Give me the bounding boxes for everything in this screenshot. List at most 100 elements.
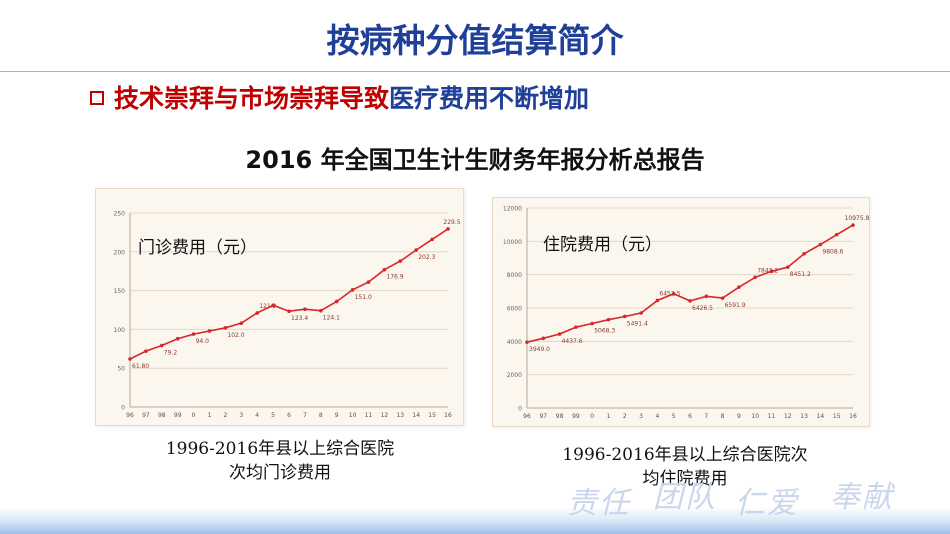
data-point bbox=[382, 267, 387, 272]
data-label: 10975.8 bbox=[845, 215, 869, 222]
data-label: 176.9 bbox=[386, 274, 403, 281]
x-tick-label: 13 bbox=[800, 413, 808, 420]
data-point bbox=[287, 309, 291, 314]
x-tick-label: 8 bbox=[721, 413, 725, 420]
data-label: 9808.6 bbox=[822, 249, 843, 256]
x-tick-label: 2 bbox=[223, 412, 227, 419]
data-point bbox=[160, 343, 164, 348]
inpatient-caption: 1996-2016年县以上综合医院次 均住院费用 bbox=[515, 443, 855, 491]
data-point bbox=[769, 269, 774, 274]
x-tick-label: 3 bbox=[239, 412, 243, 419]
data-point bbox=[639, 311, 643, 315]
x-tick-label: 4 bbox=[255, 412, 259, 419]
data-point bbox=[753, 275, 757, 280]
data-label: 151.0 bbox=[355, 294, 372, 301]
report-title: 2016 年全国卫生计生财务年报分析总报告 bbox=[245, 146, 705, 174]
y-tick-label: 8000 bbox=[507, 272, 522, 279]
x-tick-label: 99 bbox=[572, 413, 580, 420]
data-point bbox=[255, 311, 259, 315]
data-point bbox=[786, 265, 790, 269]
title-divider bbox=[0, 71, 950, 72]
data-point bbox=[737, 285, 741, 289]
slogan-word-1: 责任 bbox=[567, 486, 631, 521]
x-tick-label: 5 bbox=[271, 412, 275, 419]
data-label: 3949.0 bbox=[529, 346, 550, 353]
y-tick-label: 150 bbox=[114, 288, 126, 295]
data-point bbox=[398, 259, 403, 263]
subheading: 技术崇拜与市场崇拜导致医疗费用不断增加 bbox=[90, 79, 589, 115]
x-tick-label: 13 bbox=[396, 412, 404, 419]
data-point bbox=[818, 242, 823, 247]
data-label: 7843.2 bbox=[757, 267, 778, 274]
data-point bbox=[334, 299, 339, 304]
x-tick-label: 96 bbox=[126, 412, 134, 419]
data-label: 6452.5 bbox=[659, 290, 680, 297]
x-tick-label: 98 bbox=[556, 413, 564, 420]
slogan-word-4: 奉献 bbox=[830, 480, 894, 515]
outpatient-caption-line1: 1996-2016年县以上综合医院 bbox=[165, 439, 395, 459]
x-tick-label: 14 bbox=[817, 413, 825, 420]
y-tick-label: 250 bbox=[114, 211, 126, 218]
data-point bbox=[414, 248, 419, 252]
x-tick-label: 1 bbox=[607, 413, 611, 420]
x-tick-label: 12 bbox=[784, 413, 792, 420]
data-point bbox=[191, 332, 196, 336]
x-tick-label: 97 bbox=[142, 412, 150, 419]
slogan-word-2: 团队 bbox=[653, 480, 717, 515]
data-point bbox=[688, 299, 692, 303]
x-tick-label: 15 bbox=[833, 413, 841, 420]
x-tick-label: 15 bbox=[428, 412, 436, 419]
inpatient-caption-line1: 1996-2016年县以上综合医院次 bbox=[562, 445, 808, 465]
data-point bbox=[802, 252, 806, 256]
chart-title: 住院费用（元） bbox=[543, 235, 662, 255]
x-tick-label: 4 bbox=[655, 413, 659, 420]
subheading-red-text: 技术崇拜与市场崇拜导致 bbox=[114, 84, 390, 113]
x-tick-label: 12 bbox=[381, 412, 389, 419]
data-label: 123.4 bbox=[291, 315, 308, 322]
data-label: 202.3 bbox=[418, 254, 435, 261]
x-tick-label: 6 bbox=[287, 412, 291, 419]
x-tick-label: 97 bbox=[539, 413, 547, 420]
data-label: 79.2 bbox=[164, 350, 178, 357]
data-point bbox=[671, 292, 676, 296]
chart-title: 门诊费用（元） bbox=[138, 238, 257, 258]
data-label: 229.5 bbox=[443, 219, 460, 226]
x-tick-label: 96 bbox=[523, 413, 531, 420]
data-point bbox=[207, 329, 212, 333]
data-point bbox=[655, 298, 660, 303]
x-tick-label: 10 bbox=[349, 412, 357, 419]
x-tick-label: 5 bbox=[672, 413, 676, 420]
data-point bbox=[720, 296, 725, 300]
inpatient-caption-line2: 均住院费用 bbox=[642, 469, 728, 489]
x-tick-label: 14 bbox=[412, 412, 420, 419]
x-tick-label: 98 bbox=[158, 412, 166, 419]
x-tick-label: 99 bbox=[174, 412, 182, 419]
data-label: 5068.3 bbox=[594, 328, 615, 335]
outpatient-caption: 1996-2016年县以上综合医院 次均门诊费用 bbox=[110, 437, 450, 485]
data-label: 124.1 bbox=[323, 315, 340, 322]
data-point bbox=[851, 223, 855, 227]
x-tick-label: 0 bbox=[590, 413, 594, 420]
data-point bbox=[525, 340, 529, 344]
y-tick-label: 100 bbox=[114, 327, 126, 334]
inpatient-chart-panel: 0 2000 4000 6000 8000 10000 12000 96 97 98 99 0 1 2 3 4… bbox=[492, 197, 870, 427]
x-tick-label: 6 bbox=[688, 413, 692, 420]
data-label: 6426.5 bbox=[692, 305, 713, 312]
x-tick-label: 9 bbox=[737, 413, 741, 420]
data-point bbox=[144, 349, 148, 353]
y-tick-label: 4000 bbox=[507, 339, 522, 346]
footer-gradient-band bbox=[0, 507, 950, 534]
data-label: 5491.4 bbox=[627, 320, 648, 327]
x-tick-label: 3 bbox=[639, 413, 643, 420]
square-bullet-icon bbox=[90, 91, 104, 105]
data-label: 4437.6 bbox=[562, 338, 583, 345]
data-label: 94.0 bbox=[196, 338, 210, 345]
data-point bbox=[350, 288, 355, 292]
data-point bbox=[623, 314, 627, 319]
data-point bbox=[606, 317, 611, 322]
data-point bbox=[446, 227, 450, 231]
slide-title: 按病种分值结算简介 bbox=[326, 21, 624, 60]
data-point bbox=[319, 308, 323, 313]
